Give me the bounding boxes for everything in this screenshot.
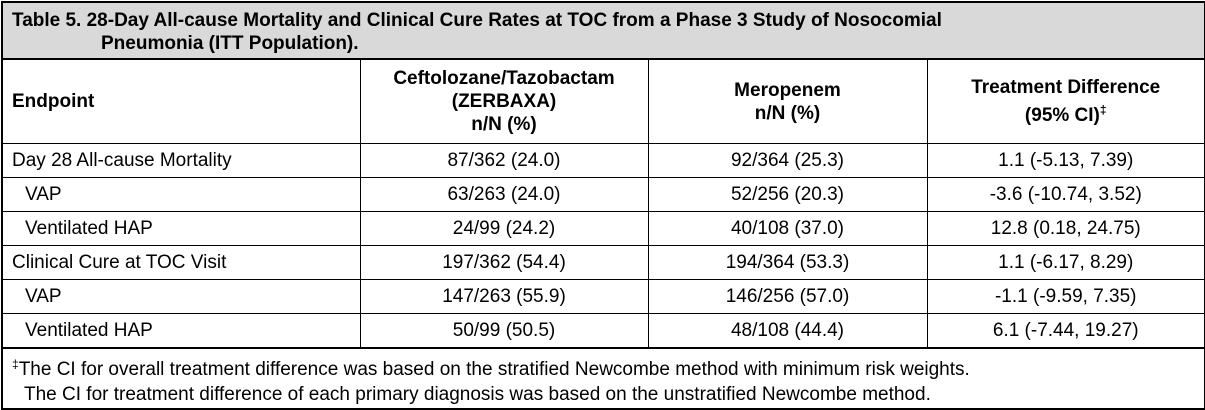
table-row: Ventilated HAP 24/99 (24.2) 40/108 (37.0… xyxy=(3,211,1204,246)
row-difference-value: 12.8 (0.18, 24.75) xyxy=(926,211,1204,246)
results-table: Endpoint Ceftolozane/Tazobactam (ZERBAXA… xyxy=(3,60,1204,348)
row-meropenem-value: 194/364 (53.3) xyxy=(647,245,928,280)
footnote-marker: ‡ xyxy=(12,357,19,371)
row-endpoint: Clinical Cure at TOC Visit xyxy=(3,245,361,280)
header-meropenem-line1: Meropenem xyxy=(734,79,841,101)
footnote-marker-header: ‡ xyxy=(1099,103,1107,117)
header-ceftolozane: Ceftolozane/Tazobactam (ZERBAXA) n/N (%) xyxy=(359,60,649,144)
table-row: Clinical Cure at TOC Visit 197/362 (54.4… xyxy=(3,245,1204,280)
footnote-line2: The CI for treatment difference of each … xyxy=(24,384,931,405)
table-title-line1: Table 5. 28-Day All-cause Mortality and … xyxy=(12,10,942,31)
row-difference-value: -1.1 (-9.59, 7.35) xyxy=(926,279,1204,314)
header-difference: Treatment Difference (95% CI)‡ xyxy=(926,60,1204,144)
header-meropenem: Meropenem n/N (%) xyxy=(647,60,928,144)
table-row: VAP 147/263 (55.9) 146/256 (57.0) -1.1 (… xyxy=(3,279,1204,314)
header-difference-line1: Treatment Difference xyxy=(971,77,1161,98)
table-title-line2: Pneumonia (ITT Population). xyxy=(101,33,359,54)
row-meropenem-value: 52/256 (20.3) xyxy=(647,177,928,212)
row-meropenem-value: 92/364 (25.3) xyxy=(647,143,928,178)
row-meropenem-value: 48/108 (44.4) xyxy=(647,313,928,348)
row-meropenem-value: 146/256 (57.0) xyxy=(647,279,928,314)
row-difference-value: 6.1 (-7.44, 19.27) xyxy=(926,313,1204,348)
footnote-line1: The CI for overall treatment difference … xyxy=(18,359,970,380)
table-caption: Table 5. 28-Day All-cause Mortality and … xyxy=(3,3,1204,60)
row-ceftolozane-value: 24/99 (24.2) xyxy=(359,211,649,246)
header-difference-line2: (95% CI) xyxy=(1024,105,1100,126)
row-endpoint: VAP xyxy=(3,279,361,314)
row-endpoint: Ventilated HAP xyxy=(3,211,361,246)
header-row: Endpoint Ceftolozane/Tazobactam (ZERBAXA… xyxy=(3,60,1204,144)
row-difference-value: -3.6 (-10.74, 3.52) xyxy=(926,177,1204,212)
row-ceftolozane-value: 147/263 (55.9) xyxy=(359,279,649,314)
header-ceftolozane-line3: n/N (%) xyxy=(471,114,537,135)
row-endpoint: Day 28 All-cause Mortality xyxy=(3,143,361,178)
header-meropenem-line2: n/N (%) xyxy=(754,102,821,124)
row-endpoint: Ventilated HAP xyxy=(3,313,361,348)
header-ceftolozane-line1: Ceftolozane/Tazobactam xyxy=(393,68,615,89)
row-endpoint: VAP xyxy=(3,177,361,212)
row-ceftolozane-value: 197/362 (54.4) xyxy=(359,245,649,280)
header-endpoint: Endpoint xyxy=(3,60,361,144)
table-footnote: ‡The CI for overall treatment difference… xyxy=(3,348,1204,407)
row-difference-value: 1.1 (-5.13, 7.39) xyxy=(926,143,1204,178)
table-row: Day 28 All-cause Mortality 87/362 (24.0)… xyxy=(3,143,1204,178)
row-ceftolozane-value: 63/263 (24.0) xyxy=(359,177,649,212)
table-row: Ventilated HAP 50/99 (50.5) 48/108 (44.4… xyxy=(3,313,1204,348)
row-ceftolozane-value: 50/99 (50.5) xyxy=(359,313,649,348)
row-meropenem-value: 40/108 (37.0) xyxy=(647,211,928,246)
row-difference-value: 1.1 (-6.17, 8.29) xyxy=(926,245,1204,280)
header-endpoint-label: Endpoint xyxy=(12,91,95,112)
row-ceftolozane-value: 87/362 (24.0) xyxy=(359,143,649,178)
table-row: VAP 63/263 (24.0) 52/256 (20.3) -3.6 (-1… xyxy=(3,177,1204,212)
header-ceftolozane-line2: (ZERBAXA) xyxy=(451,91,557,112)
